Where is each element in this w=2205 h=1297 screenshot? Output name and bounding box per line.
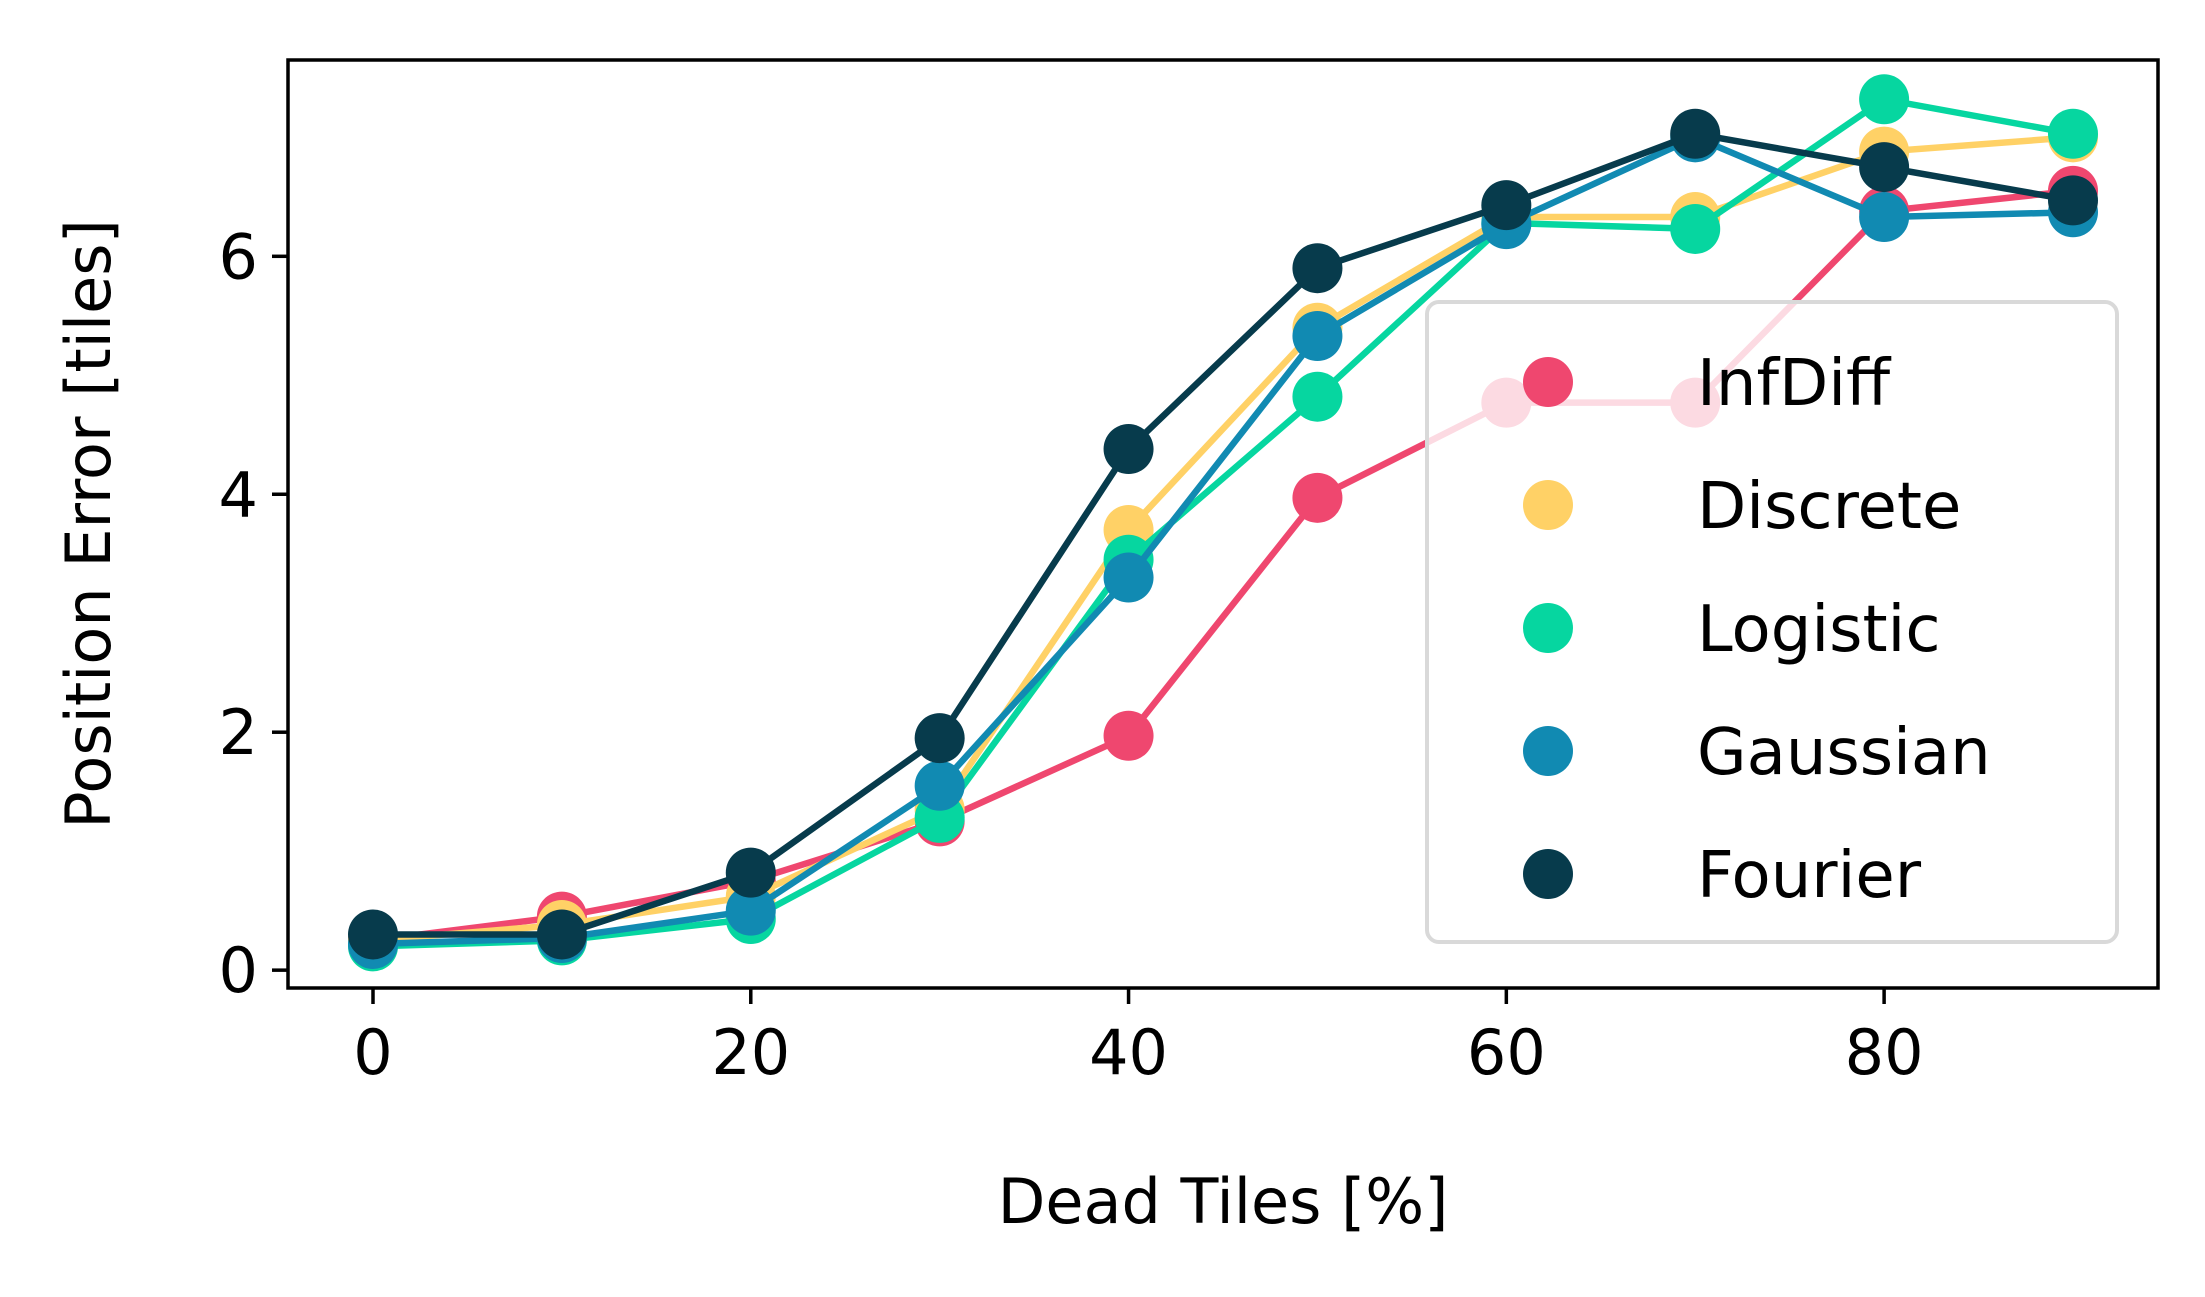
x-tick-label: 40 [1089, 1016, 1168, 1089]
legend-item-gaussian: Gaussian [1523, 716, 1991, 790]
x-tick-label: 20 [711, 1016, 790, 1089]
data-point [536, 909, 587, 960]
data-point [1859, 192, 1910, 243]
plot-frame [286, 58, 2160, 990]
series-line [369, 134, 2077, 944]
data-point [1292, 243, 1343, 294]
data-point [1103, 424, 1154, 475]
legend-marker [1523, 357, 1573, 407]
data-point [1292, 311, 1343, 362]
legend: InfDiff Discrete Logistic Gaussian Fourier [1425, 300, 2119, 944]
legend-marker [1523, 603, 1573, 653]
legend-item-discrete: Discrete [1523, 470, 1961, 544]
x-axis-label: Dead Tiles [%] [998, 1165, 1449, 1238]
data-point [914, 760, 965, 811]
legend-marker [1523, 480, 1573, 530]
legend-label: Gaussian [1697, 716, 1991, 790]
data-point [1103, 552, 1154, 603]
legend-label: InfDiff [1697, 347, 1892, 421]
legend-label: Discrete [1697, 470, 1961, 544]
legend-marker [1523, 849, 1573, 899]
y-tick-label: 6 [219, 220, 258, 293]
legend-item-infdiff: InfDiff [1523, 347, 1892, 421]
y-tick-label: 2 [219, 696, 258, 769]
data-point [1859, 74, 1910, 125]
series-line [369, 134, 2077, 948]
data-point [2048, 175, 2098, 226]
data-point [1292, 472, 1343, 523]
x-tick-label: 60 [1467, 1016, 1546, 1089]
data-point [1103, 710, 1154, 761]
data-point [1670, 203, 1721, 254]
y-tick-label: 4 [219, 458, 258, 531]
legend-marker [1523, 726, 1573, 776]
y-axis-label: Position Error [tiles] [52, 219, 125, 829]
data-point [1481, 180, 1532, 231]
data-point [1292, 371, 1343, 422]
series-fourier [348, 108, 2098, 960]
legend-item-logistic: Logistic [1523, 593, 1941, 667]
series-line [369, 130, 2077, 938]
legend-item-fourier: Fourier [1523, 839, 1922, 913]
y-tick-label: 0 [219, 934, 258, 1007]
x-tick-label: 0 [353, 1016, 392, 1089]
x-tick-label: 80 [1845, 1016, 1924, 1089]
data-point [1670, 108, 1721, 159]
data-point [2048, 108, 2098, 159]
legend-label: Fourier [1697, 839, 1922, 913]
data-point [348, 909, 398, 960]
data-point [1859, 142, 1910, 193]
legend-label: Logistic [1697, 593, 1941, 667]
series-line [369, 96, 2077, 950]
legend-box [1425, 300, 2119, 944]
data-point [725, 847, 776, 898]
data-point [914, 713, 965, 764]
axes: 0 20 40 60 80 0 2 4 6 [219, 58, 2160, 1089]
data-point [725, 885, 776, 936]
